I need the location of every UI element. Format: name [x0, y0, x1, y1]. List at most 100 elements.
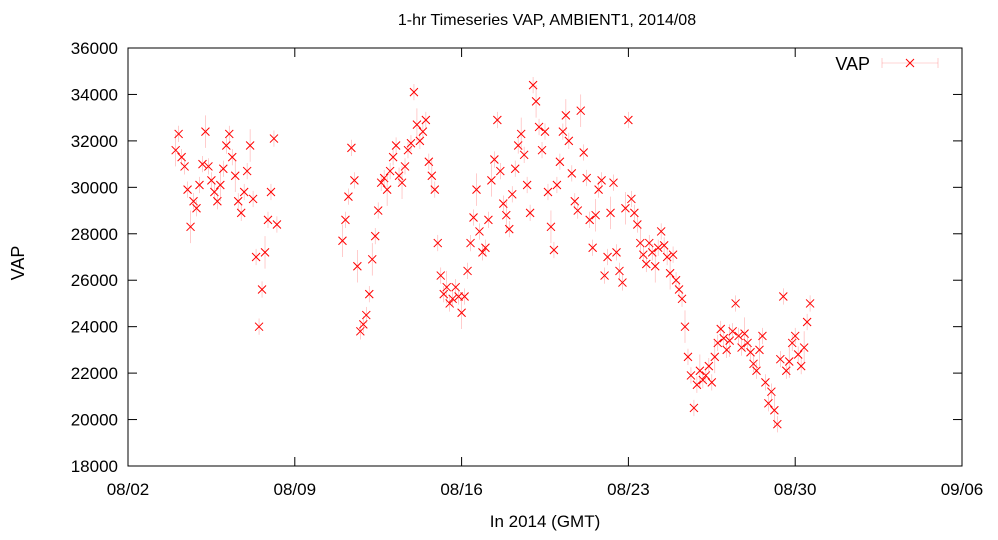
point-marker	[674, 285, 684, 294]
point-marker	[579, 148, 589, 157]
data-point	[460, 288, 469, 305]
data-point	[647, 244, 657, 261]
data-point	[478, 244, 487, 261]
point-marker	[778, 292, 788, 301]
data-point	[227, 149, 237, 166]
data-point	[445, 295, 455, 312]
point-marker	[171, 145, 181, 155]
point-marker	[400, 162, 410, 171]
point-marker	[430, 185, 440, 195]
point-marker	[525, 208, 535, 218]
data-point	[546, 210, 556, 244]
point-marker	[531, 97, 541, 106]
data-point	[397, 166, 407, 199]
point-marker	[603, 252, 612, 262]
data-point	[597, 172, 606, 189]
point-marker	[627, 194, 636, 204]
point-marker	[692, 380, 702, 390]
point-marker	[618, 278, 627, 287]
data-point	[674, 281, 684, 298]
data-point	[344, 188, 353, 205]
data-point	[186, 210, 195, 244]
point-marker	[174, 129, 183, 139]
data-point	[475, 223, 484, 240]
data-point	[177, 149, 186, 166]
point-marker	[561, 110, 571, 120]
data-point	[680, 310, 690, 343]
point-marker	[406, 138, 416, 148]
data-point	[731, 295, 740, 312]
data-point	[171, 133, 181, 167]
data-point	[338, 224, 347, 257]
data-point	[394, 167, 404, 184]
point-marker	[269, 134, 279, 143]
point-marker	[606, 208, 615, 218]
data-point	[424, 153, 434, 170]
point-marker	[248, 194, 258, 204]
point-marker	[740, 329, 749, 338]
point-marker	[558, 127, 568, 136]
data-point	[507, 186, 517, 203]
data-point	[638, 246, 648, 263]
point-marker	[358, 319, 368, 329]
point-marker	[183, 185, 192, 195]
point-marker	[746, 347, 755, 357]
data-point	[758, 327, 767, 345]
point-marker	[537, 145, 547, 155]
data-point	[484, 211, 493, 228]
y-tick-label: 36000	[71, 39, 118, 58]
data-point	[355, 323, 365, 340]
point-marker	[201, 127, 210, 136]
legend: VAP	[835, 54, 939, 74]
point-marker	[600, 271, 609, 280]
point-marker	[767, 387, 776, 397]
data-point	[481, 239, 490, 256]
data-point	[448, 290, 458, 307]
data-point	[603, 248, 612, 266]
legend-marker-icon	[905, 58, 915, 68]
data-point	[767, 383, 776, 400]
data-point	[457, 296, 466, 329]
point-marker	[367, 254, 377, 264]
data-point	[624, 111, 633, 129]
y-tick-label: 28000	[71, 225, 118, 244]
data-point	[653, 239, 663, 256]
data-point	[689, 399, 699, 417]
point-marker	[650, 261, 660, 271]
x-axis-label: In 2014 (GMT)	[490, 512, 601, 531]
data-point	[761, 374, 770, 391]
point-marker	[689, 403, 699, 413]
data-point	[180, 158, 189, 175]
data-point	[495, 162, 505, 180]
data-point	[233, 193, 243, 210]
point-marker	[519, 150, 529, 160]
data-point	[230, 159, 240, 192]
data-point	[174, 125, 183, 143]
point-marker	[376, 178, 386, 188]
point-marker	[242, 166, 252, 176]
data-point	[433, 234, 443, 252]
data-point	[406, 135, 416, 152]
data-point	[367, 243, 377, 276]
point-marker	[680, 322, 690, 332]
y-tick-label: 18000	[71, 457, 118, 476]
point-marker	[755, 345, 764, 355]
point-marker	[507, 189, 517, 199]
point-marker	[210, 187, 219, 197]
point-marker	[344, 192, 353, 201]
data-point	[561, 99, 571, 132]
point-marker	[543, 187, 553, 197]
data-point	[373, 202, 383, 219]
data-point	[519, 146, 529, 163]
point-marker	[802, 317, 812, 327]
point-marker	[490, 155, 499, 164]
point-marker	[192, 203, 201, 213]
point-marker	[424, 157, 434, 167]
point-marker	[567, 169, 577, 178]
point-marker	[213, 196, 222, 206]
data-point	[790, 327, 800, 345]
point-marker	[239, 187, 249, 197]
data-point	[516, 117, 526, 151]
point-marker	[769, 405, 779, 415]
point-marker	[725, 336, 735, 345]
